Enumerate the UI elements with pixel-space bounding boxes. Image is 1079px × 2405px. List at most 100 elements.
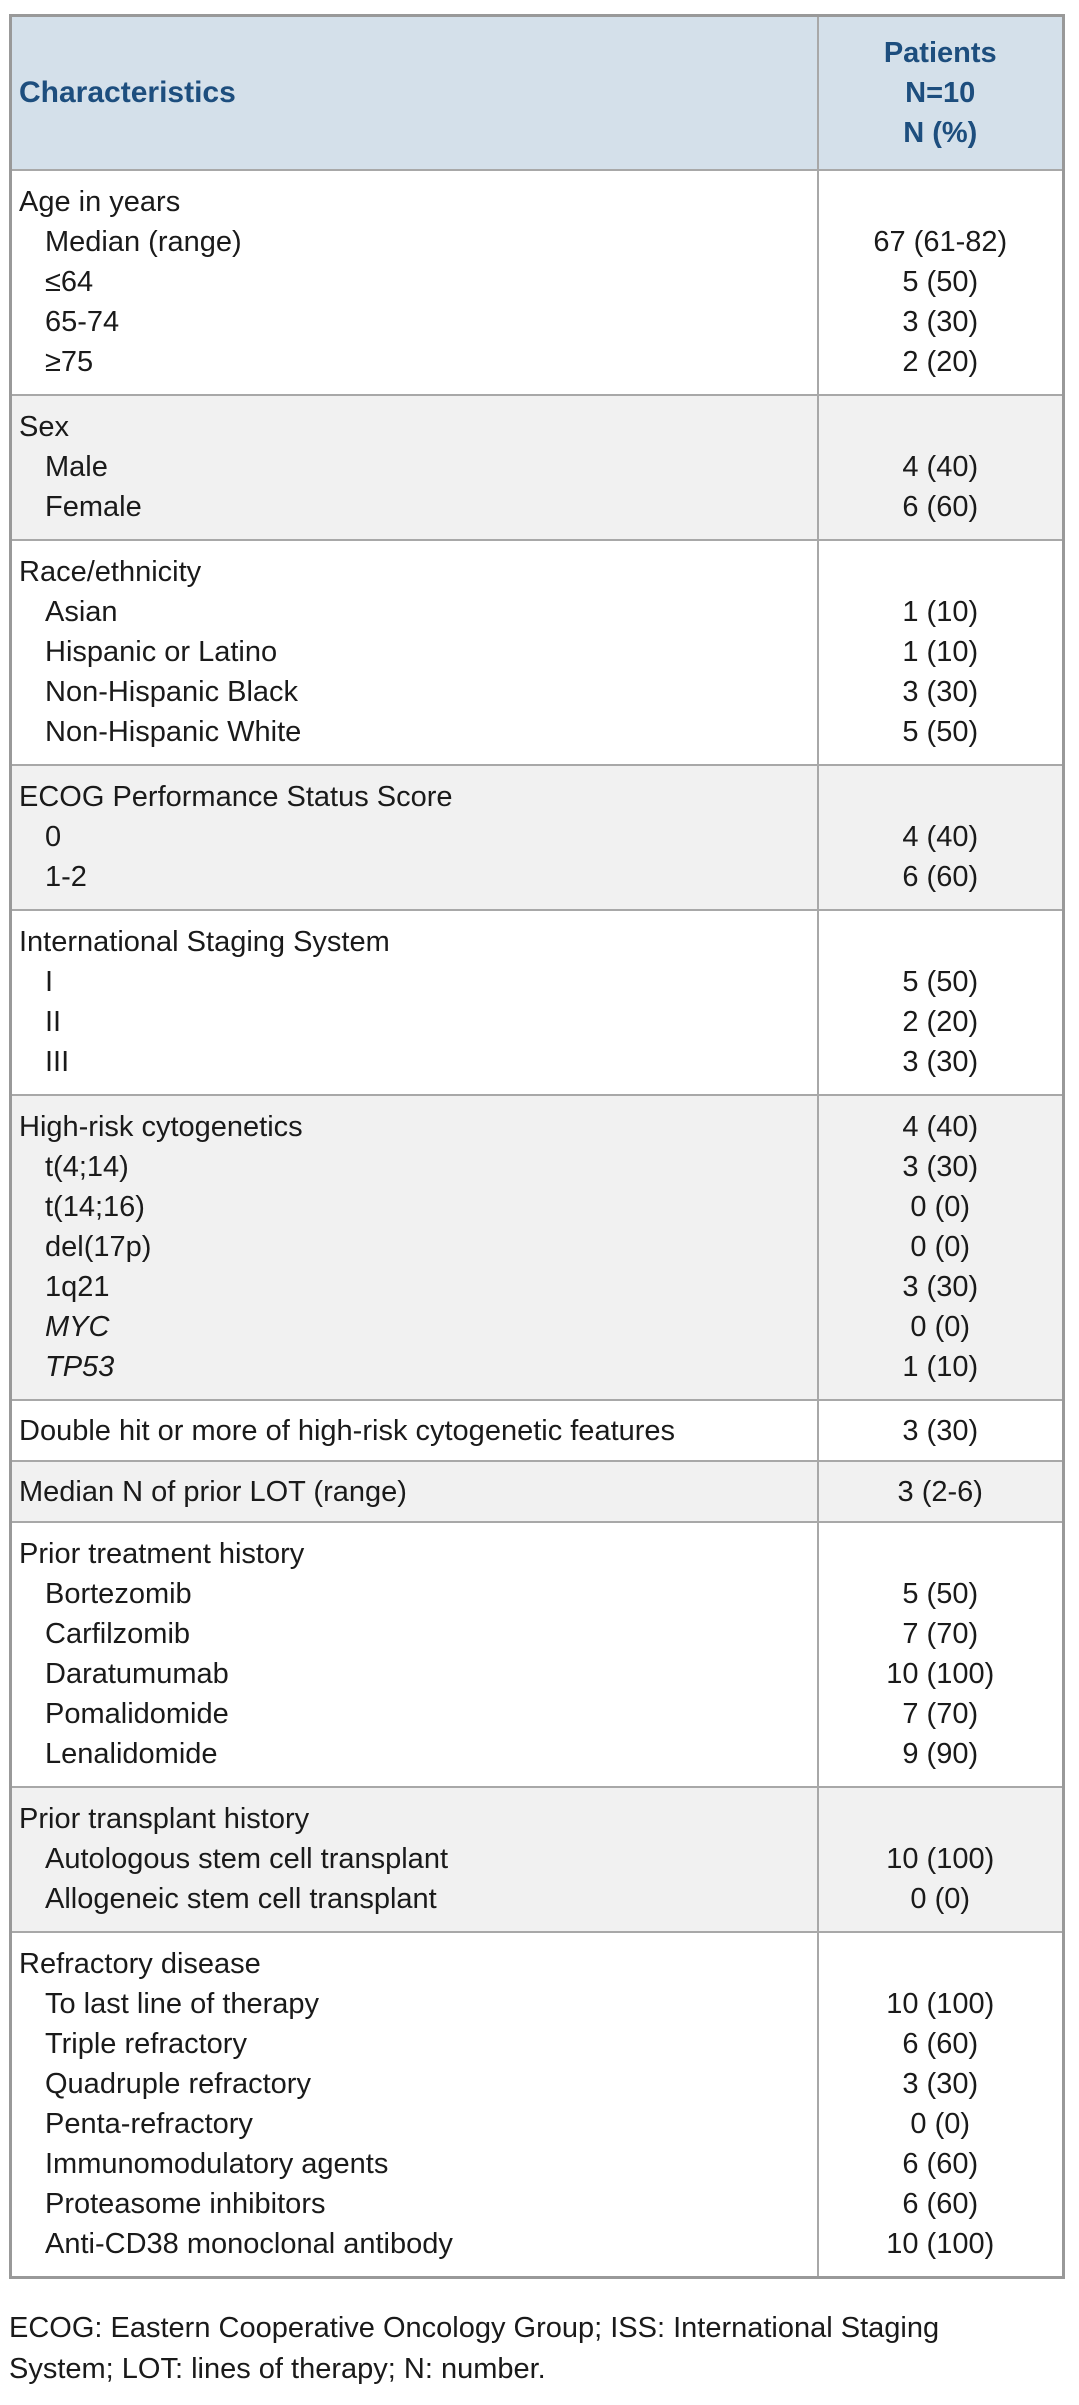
section-values-cell: 1 (10) 1 (10) 3 (30) 5 (50) (816, 539, 1065, 766)
row-value: 0 (0) (910, 1191, 971, 1223)
row-value: 3 (30) (902, 2068, 979, 2100)
row-label: 1q21 (45, 1271, 110, 1303)
row-value: 10 (100) (886, 2228, 995, 2260)
section-title: Double hit or more of high-risk cytogene… (19, 1415, 676, 1447)
row-label: Daratumumab (45, 1658, 229, 1690)
row-value: 6 (60) (902, 491, 979, 523)
table-header: Characteristics Patients N=10 N (%) (9, 14, 1065, 171)
row-label: Non-Hispanic Black (45, 676, 299, 708)
row-label: II (45, 1006, 62, 1038)
header-characteristics: Characteristics (9, 14, 819, 171)
section-title: High-risk cytogenetics (19, 1111, 303, 1143)
row-value: 5 (50) (902, 1578, 979, 1610)
row-value: 5 (50) (902, 966, 979, 998)
row-value: 2 (20) (902, 346, 979, 378)
section-row: Prior transplant history Autologous stem … (9, 1786, 1065, 1933)
row-label: Penta-refractory (45, 2108, 253, 2140)
row-value (819, 1799, 1063, 1839)
section-labels-cell: Prior treatment history Bortezomib Carfilz… (9, 1521, 819, 1788)
row-value: 3 (30) (902, 1415, 979, 1447)
row-value: 10 (100) (886, 1988, 995, 2020)
row-value: 1 (10) (902, 596, 979, 628)
row-label: III (45, 1046, 70, 1078)
section-values-cell: 4 (40) 3 (30) 0 (0) 0 (0) 3 (30) 0 (0) 1 (10) (816, 1094, 1065, 1401)
row-value: 5 (50) (902, 266, 979, 298)
section-title: Prior treatment history (19, 1538, 305, 1570)
header-patients-line3: N (%) (903, 117, 978, 149)
row-label: Female (45, 491, 142, 523)
section-values-cell: 5 (50) 2 (20) 3 (30) (816, 909, 1065, 1096)
row-label: TP53 (45, 1351, 115, 1383)
row-label: I (45, 966, 54, 998)
footnote-line2: System; LOT: lines of therapy; N: number… (9, 2353, 546, 2385)
row-label: Asian (45, 596, 118, 628)
row-value: 6 (60) (902, 2148, 979, 2180)
row-label: To last line of therapy (45, 1988, 320, 2020)
section-values-cell: 10 (100) 6 (60) 3 (30) 0 (0) 6 (60) 6 (60) 10 … (816, 1931, 1065, 2279)
row-value: 10 (100) (886, 1843, 995, 1875)
footnote-line1: ECOG: Eastern Cooperative Oncology Group… (9, 2312, 940, 2344)
row-label: MYC (45, 1311, 110, 1343)
row-label: Male (45, 451, 108, 483)
section-row: High-risk cytogenetics t(4;14) t(14;16) del… (9, 1094, 1065, 1401)
section-title: Age in years (19, 186, 181, 218)
row-label: Median (range) (45, 226, 242, 258)
table-body: Age in years Median (range) ≤64 65-74 ≥75 67… (9, 169, 1065, 2279)
row-label: Allogeneic stem cell transplant (45, 1883, 437, 1915)
header-patients: Patients N=10 N (%) (816, 14, 1065, 171)
section-values-cell: 3 (2-6) (816, 1460, 1065, 1523)
row-value (819, 552, 1063, 592)
row-label: Quadruple refractory (45, 2068, 311, 2100)
row-value: 4 (40) (902, 821, 979, 853)
section-values-cell: 5 (50) 7 (70) 10 (100) 7 (70) 9 (90) (816, 1521, 1065, 1788)
section-labels-cell: ECOG Performance Status Score 0 1-2 (9, 764, 819, 911)
section-labels-cell: Sex Male Female (9, 394, 819, 541)
section-values-cell: 67 (61-82) 5 (50) 3 (30) 2 (20) (816, 169, 1065, 396)
section-row: Median N of prior LOT (range) 3 (2-6) (9, 1460, 1065, 1523)
row-value: 6 (60) (902, 2028, 979, 2060)
section-row: International Staging System I II III 5 (50… (9, 909, 1065, 1096)
row-label: Pomalidomide (45, 1698, 229, 1730)
section-values-cell: 3 (30) (816, 1399, 1065, 1462)
row-value: 6 (60) (902, 2188, 979, 2220)
row-label: Anti-CD38 monoclonal antibody (45, 2228, 453, 2260)
section-row: Double hit or more of high-risk cytogene… (9, 1399, 1065, 1462)
row-value: 3 (2-6) (897, 1476, 983, 1508)
row-label: Carfilzomib (45, 1618, 191, 1650)
header-characteristics-label: Characteristics (19, 76, 236, 109)
section-labels-cell: International Staging System I II III (9, 909, 819, 1096)
row-value: 1 (10) (902, 1351, 979, 1383)
row-value: 7 (70) (902, 1698, 979, 1730)
row-value: 10 (100) (886, 1658, 995, 1690)
row-value: 2 (20) (902, 1006, 979, 1038)
section-title: International Staging System (19, 926, 390, 958)
row-value: 3 (30) (902, 1151, 979, 1183)
section-labels-cell: Prior transplant history Autologous stem … (9, 1786, 819, 1933)
row-value: 3 (30) (902, 676, 979, 708)
row-value: 3 (30) (902, 1271, 979, 1303)
row-value: 9 (90) (902, 1738, 979, 1770)
row-value (819, 777, 1063, 817)
header-patients-line1: Patients (883, 37, 997, 69)
section-title: Prior transplant history (19, 1803, 310, 1835)
row-value: 0 (0) (910, 1883, 971, 1915)
section-row: Sex Male Female 4 (40) 6 (60) (9, 394, 1065, 541)
section-labels-cell: Race/ethnicity Asian Hispanic or Latino Non… (9, 539, 819, 766)
row-value (819, 407, 1063, 447)
row-label: Immunomodulatory agents (45, 2148, 389, 2180)
row-value: 0 (0) (910, 1311, 971, 1343)
section-title: Sex (19, 411, 69, 443)
row-value: 6 (60) (902, 861, 979, 893)
section-row: Age in years Median (range) ≤64 65-74 ≥75 67… (9, 169, 1065, 396)
section-row: Refractory disease To last line of therap… (9, 1931, 1065, 2279)
section-labels-cell: Double hit or more of high-risk cytogene… (9, 1399, 819, 1462)
row-value (819, 182, 1063, 222)
row-value: 3 (30) (902, 1046, 979, 1078)
section-row: ECOG Performance Status Score 0 1-2 4 (40)… (9, 764, 1065, 911)
section-row: Prior treatment history Bortezomib Carfilz… (9, 1521, 1065, 1788)
row-value: 1 (10) (902, 636, 979, 668)
section-values-cell: 10 (100) 0 (0) (816, 1786, 1065, 1933)
section-title: Median N of prior LOT (range) (19, 1476, 407, 1508)
section-values-cell: 4 (40) 6 (60) (816, 394, 1065, 541)
row-value (819, 922, 1063, 962)
